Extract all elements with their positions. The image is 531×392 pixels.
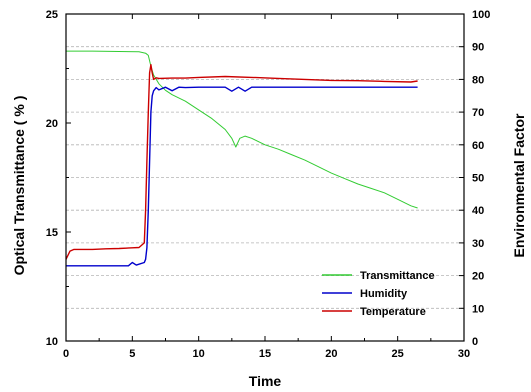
y-left-tick-label: 20 [46,118,58,130]
x-tick-label: 30 [458,348,470,360]
y-right-tick-label: 70 [472,107,484,119]
series-lines [65,50,418,267]
y-right-tick-label: 20 [472,271,484,283]
series-line-temperature [65,63,418,260]
y-right-tick-label: 10 [472,303,484,315]
x-tick-label: 10 [193,348,205,360]
x-axis-title: Time [249,373,282,389]
y-right-tick-label: 30 [472,238,484,250]
y-axis-left-title: Optical Transmittance ( % ) [11,96,27,276]
x-tick-label: 0 [63,348,69,360]
x-tick-label: 15 [259,348,271,360]
series-line-humidity [66,86,418,267]
legend-label: Temperature [360,306,426,318]
y-right-tick-label: 60 [472,140,484,152]
x-tick-label: 20 [325,348,337,360]
y-left-tick-label: 10 [46,336,58,348]
y-left-tick-label: 15 [46,227,58,239]
legend-label: Transmittance [360,270,435,282]
grid-lines [66,46,464,309]
axis-ticks: 0 5 10 15 20 25 30 10 15 20 25 0 10 20 30 40 50 60 70 80 90 1… [46,9,491,360]
series-line-transmittance [66,50,418,209]
legend: Transmittance Humidity Temperature [322,270,435,318]
y-right-tick-label: 90 [472,42,484,54]
y-left-tick-label: 25 [46,9,58,21]
y-right-tick-label: 50 [472,173,484,185]
y-right-tick-label: 40 [472,205,484,217]
y-right-tick-label: 0 [472,336,478,348]
y-right-tick-label: 100 [472,9,490,21]
y-axis-right-title: Environmental Factor [511,113,527,257]
legend-label: Humidity [360,288,408,300]
y-right-tick-label: 80 [472,74,484,86]
x-tick-label: 25 [392,348,404,360]
x-tick-label: 5 [129,348,135,360]
